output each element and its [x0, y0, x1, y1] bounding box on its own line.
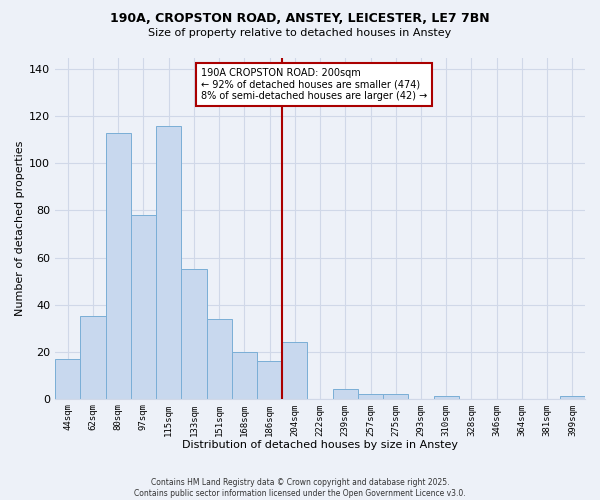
- Text: Contains HM Land Registry data © Crown copyright and database right 2025.
Contai: Contains HM Land Registry data © Crown c…: [134, 478, 466, 498]
- Bar: [383, 394, 409, 398]
- Y-axis label: Number of detached properties: Number of detached properties: [15, 140, 25, 316]
- Bar: [156, 126, 181, 398]
- Bar: [257, 361, 282, 399]
- Bar: [131, 215, 156, 398]
- Bar: [181, 270, 206, 398]
- Bar: [206, 318, 232, 398]
- Bar: [232, 352, 257, 399]
- Bar: [560, 396, 585, 398]
- Bar: [80, 316, 106, 398]
- Bar: [358, 394, 383, 398]
- Text: 190A, CROPSTON ROAD, ANSTEY, LEICESTER, LE7 7BN: 190A, CROPSTON ROAD, ANSTEY, LEICESTER, …: [110, 12, 490, 26]
- Bar: [434, 396, 459, 398]
- Bar: [55, 358, 80, 399]
- Text: Size of property relative to detached houses in Anstey: Size of property relative to detached ho…: [148, 28, 452, 38]
- Bar: [282, 342, 307, 398]
- Text: 190A CROPSTON ROAD: 200sqm
← 92% of detached houses are smaller (474)
8% of semi: 190A CROPSTON ROAD: 200sqm ← 92% of deta…: [201, 68, 427, 101]
- Bar: [332, 390, 358, 398]
- X-axis label: Distribution of detached houses by size in Anstey: Distribution of detached houses by size …: [182, 440, 458, 450]
- Bar: [106, 133, 131, 398]
